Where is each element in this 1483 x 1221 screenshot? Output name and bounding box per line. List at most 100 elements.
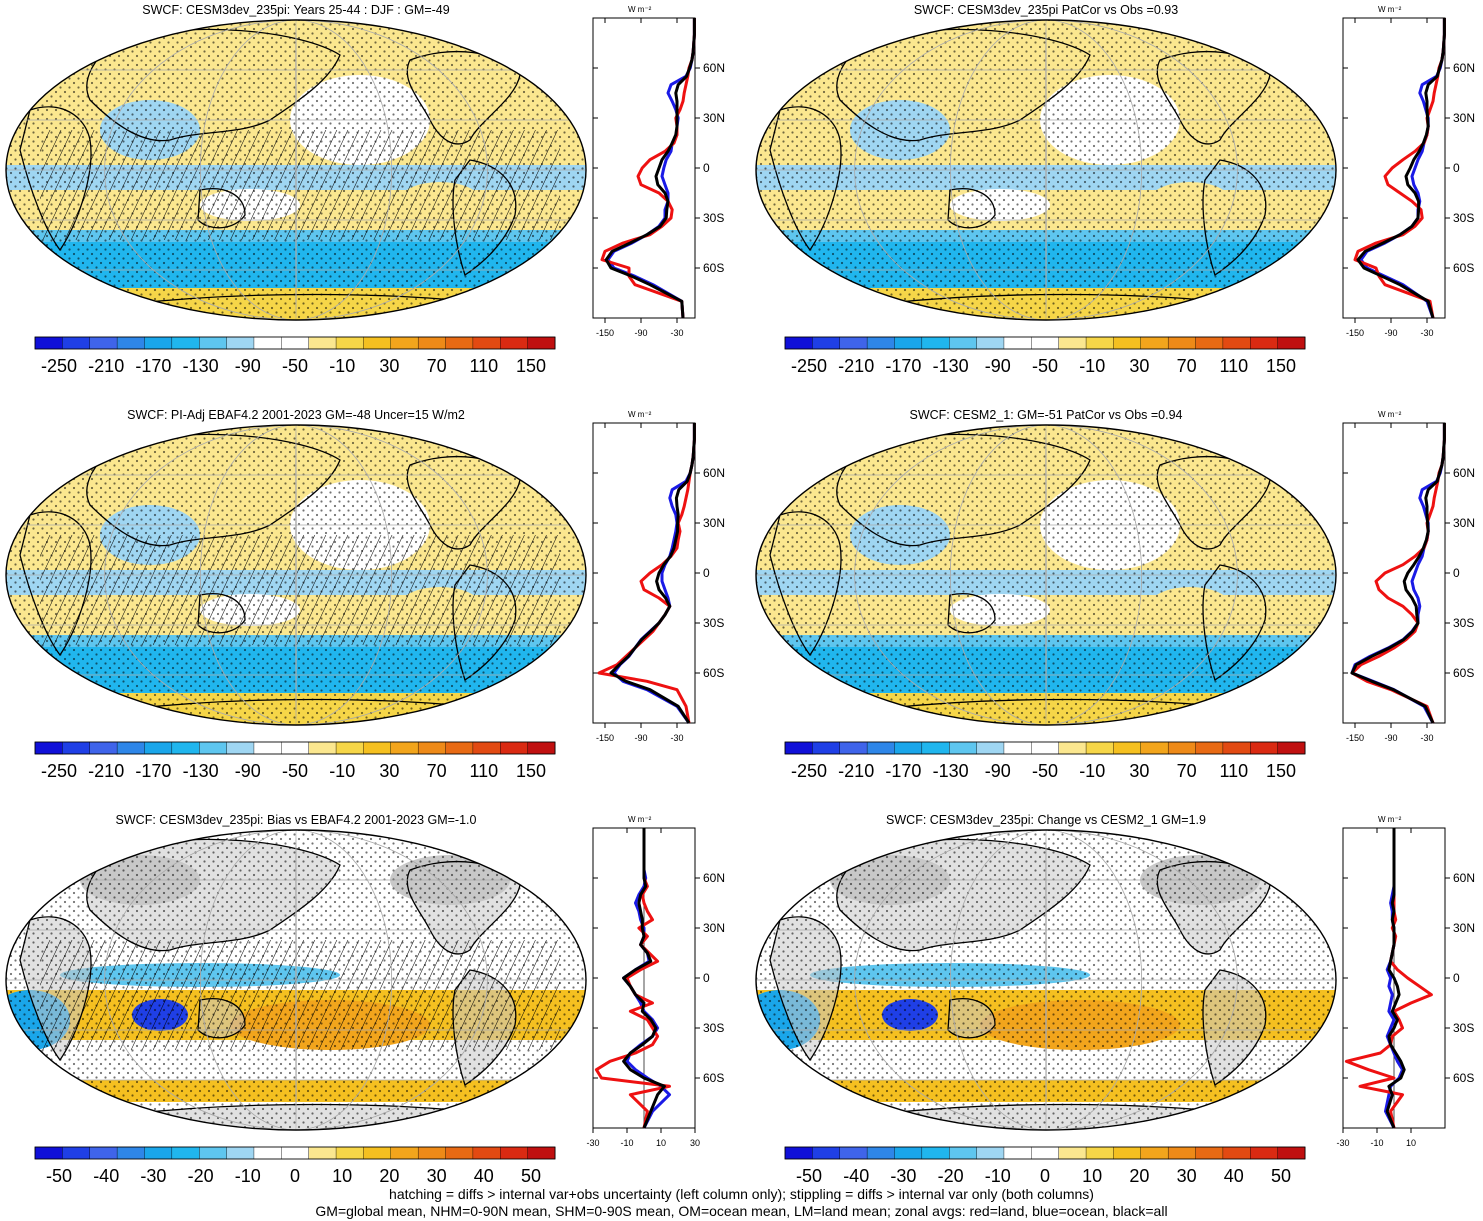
graticule-lon bbox=[854, 425, 1238, 725]
colorbar-label: 30 bbox=[1177, 1166, 1197, 1186]
lat-label: 60N bbox=[1453, 871, 1475, 885]
colorbar-label: 40 bbox=[1224, 1166, 1244, 1186]
colorbar-swatch bbox=[527, 336, 556, 350]
x-tick-label: 10 bbox=[656, 1138, 666, 1148]
x-tick-label: -30 bbox=[586, 1138, 599, 1148]
colorbar-label: 0 bbox=[290, 1166, 300, 1186]
colorbar-swatch bbox=[116, 741, 145, 755]
colorbar-swatch bbox=[839, 336, 868, 350]
colorbar-swatch bbox=[1250, 336, 1279, 350]
zonal-mean-panel: W m⁻² 60N 30N 0 30S 60S -150 -90 -30 bbox=[1342, 410, 1475, 743]
colorbar-label: 110 bbox=[469, 356, 498, 376]
colorbar-label: -250 bbox=[791, 761, 827, 781]
colorbar-swatch bbox=[199, 1146, 228, 1160]
colorbar: -250 -210 -170 -130 -90 -50 -10 30 70 110 150 bbox=[34, 336, 556, 376]
colorbar-label: 10 bbox=[1082, 1166, 1102, 1186]
colorbar-label: 30 bbox=[427, 1166, 447, 1186]
colorbar-swatch bbox=[894, 336, 923, 350]
graticule-lon bbox=[199, 20, 393, 320]
colorbar-label: -90 bbox=[985, 356, 1011, 376]
colorbar-label: 150 bbox=[1266, 761, 1296, 781]
colorbar-label: -90 bbox=[985, 761, 1011, 781]
colorbar-swatch bbox=[89, 336, 118, 350]
colorbar-swatch bbox=[335, 336, 364, 350]
panel-6: SWCF: CESM3dev_235pi: Change vs CESM2_1 … bbox=[755, 813, 1475, 1186]
x-tick-label: -90 bbox=[634, 328, 647, 338]
colorbar-swatch bbox=[62, 336, 91, 350]
colorbar-label: 30 bbox=[379, 761, 399, 781]
colorbar-swatch bbox=[116, 336, 145, 350]
colorbar-label: -10 bbox=[1079, 356, 1105, 376]
x-tick-label: -30 bbox=[670, 733, 683, 743]
colorbar-label: -10 bbox=[235, 1166, 261, 1186]
x-tick-label: -90 bbox=[1384, 328, 1397, 338]
colorbar-label: -50 bbox=[796, 1166, 822, 1186]
map-border bbox=[5, 424, 587, 726]
colorbar-label: 20 bbox=[379, 1166, 399, 1186]
colorbar-swatch bbox=[1113, 741, 1142, 755]
colorbar-swatch bbox=[472, 1146, 501, 1160]
panel-4: SWCF: CESM2_1: GM=-51 PatCor vs Obs =0.9… bbox=[755, 408, 1475, 781]
lat-label: 60S bbox=[703, 261, 724, 275]
colorbar-swatch bbox=[171, 1146, 200, 1160]
colorbar-frame bbox=[784, 741, 1306, 755]
colorbar-label: 70 bbox=[427, 761, 447, 781]
colorbar-swatch bbox=[1031, 741, 1060, 755]
colorbar-swatch bbox=[34, 1146, 63, 1160]
colorbar-label: -250 bbox=[791, 356, 827, 376]
colorbar-swatch bbox=[1003, 741, 1032, 755]
colorbar-label: -20 bbox=[188, 1166, 214, 1186]
colorbar-swatch bbox=[199, 336, 228, 350]
colorbar-swatch bbox=[445, 336, 474, 350]
map-border bbox=[5, 829, 587, 1131]
lat-label: 30N bbox=[1453, 516, 1475, 530]
colorbar-swatch bbox=[866, 1146, 895, 1160]
lat-label: 0 bbox=[703, 161, 710, 175]
colorbar-label: -10 bbox=[985, 1166, 1011, 1186]
zonal-units: W m⁻² bbox=[1378, 410, 1402, 419]
graticule-lon bbox=[854, 830, 1238, 1130]
colorbar-swatch bbox=[226, 336, 255, 350]
zonal-line-all bbox=[1350, 423, 1446, 724]
colorbar-swatch bbox=[784, 336, 813, 350]
graticule-lon bbox=[104, 425, 488, 725]
colorbar-swatch bbox=[1113, 336, 1142, 350]
colorbar-label: 70 bbox=[427, 356, 447, 376]
lat-label: 60S bbox=[1453, 666, 1474, 680]
colorbar-swatch bbox=[921, 336, 950, 350]
x-tick-label: -150 bbox=[1346, 328, 1364, 338]
colorbar-label: -10 bbox=[1079, 761, 1105, 781]
colorbar-swatch bbox=[363, 336, 392, 350]
colorbar-label: 20 bbox=[1129, 1166, 1149, 1186]
colorbar-swatch bbox=[500, 336, 529, 350]
colorbar-label: -40 bbox=[843, 1166, 869, 1186]
colorbar-swatch bbox=[1195, 336, 1224, 350]
map-border bbox=[5, 19, 587, 321]
colorbar-label: -50 bbox=[282, 761, 308, 781]
colorbar: -50 -40 -30 -20 -10 0 10 20 30 40 50 bbox=[34, 1146, 556, 1186]
colorbar-label: 70 bbox=[1177, 356, 1197, 376]
colorbar-label: -210 bbox=[838, 761, 874, 781]
colorbar-swatch bbox=[335, 741, 364, 755]
panel-title: SWCF: CESM3dev_235pi PatCor vs Obs =0.93 bbox=[914, 3, 1178, 17]
graticule-lon bbox=[949, 20, 1143, 320]
colorbar-swatch bbox=[144, 1146, 173, 1160]
lat-label: 30S bbox=[703, 211, 724, 225]
colorbar-swatch bbox=[1085, 1146, 1114, 1160]
colorbar-swatch bbox=[363, 741, 392, 755]
colorbar-swatch bbox=[1058, 741, 1087, 755]
colorbar-label: -210 bbox=[88, 761, 124, 781]
colorbar-label: -30 bbox=[890, 1166, 916, 1186]
colorbar-swatch bbox=[1195, 1146, 1224, 1160]
zonal-units: W m⁻² bbox=[628, 5, 652, 14]
colorbar-swatch bbox=[1277, 1146, 1306, 1160]
lat-label: 60N bbox=[703, 466, 725, 480]
colorbar-swatch bbox=[89, 1146, 118, 1160]
colorbar-swatch bbox=[171, 336, 200, 350]
colorbar-swatch bbox=[976, 336, 1005, 350]
zonal-line-all bbox=[609, 423, 696, 724]
colorbar-swatch bbox=[1140, 741, 1169, 755]
colorbar: -250 -210 -170 -130 -90 -50 -10 30 70 110 150 bbox=[784, 336, 1306, 376]
graticule-lon bbox=[199, 830, 393, 1130]
